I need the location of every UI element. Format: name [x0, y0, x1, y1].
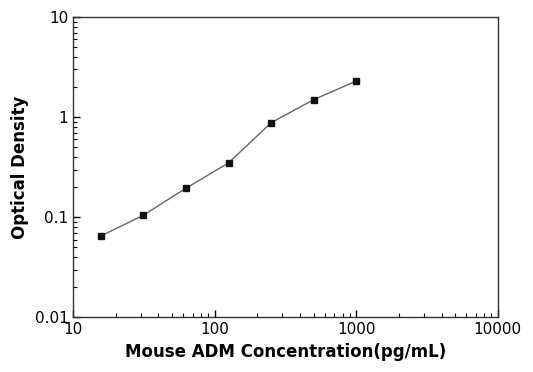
X-axis label: Mouse ADM Concentration(pg/mL): Mouse ADM Concentration(pg/mL) — [125, 343, 446, 361]
Y-axis label: Optical Density: Optical Density — [11, 96, 29, 239]
